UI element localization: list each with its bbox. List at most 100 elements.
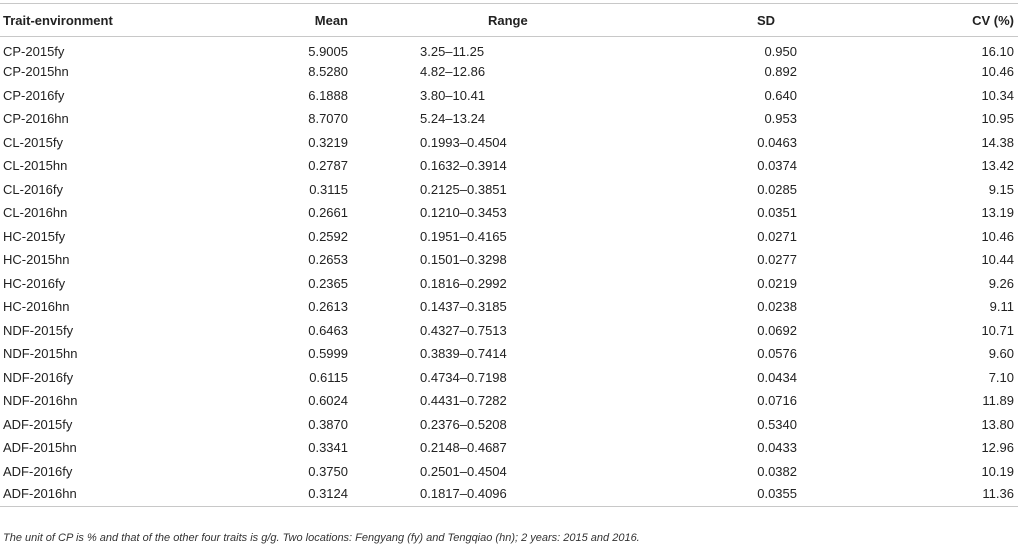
- cell-range: 0.1951–0.4165: [420, 228, 507, 244]
- cell-sd: 0.0434: [757, 369, 797, 385]
- cell-cv: 9.60: [988, 346, 1014, 362]
- table-row: NDF-2016fy 0.6115 0.4734–0.7198 0.0434 7.10: [0, 366, 1018, 390]
- cell-trait: CL-2016fy: [3, 181, 63, 197]
- cell-range: 0.1816–0.2992: [420, 275, 507, 291]
- cell-trait: CP-2016hn: [3, 111, 69, 127]
- cell-trait: CP-2015fy: [3, 44, 65, 59]
- cell-trait: HC-2016hn: [3, 299, 70, 315]
- cell-cv: 10.19: [981, 463, 1014, 479]
- cell-trait: HC-2016fy: [3, 275, 66, 291]
- cell-range: 0.4734–0.7198: [420, 369, 507, 385]
- table-row: ADF-2015hn 0.3341 0.2148–0.4687 0.0433 12.96: [0, 436, 1018, 460]
- table-body: CP-2015fy 5.9005 3.25–11.25 0.950 16.10 CP-20…: [0, 37, 1018, 507]
- table-row: CL-2015hn 0.2787 0.1632–0.3914 0.0374 13.42: [0, 154, 1018, 178]
- cell-sd: 0.0285: [757, 181, 797, 197]
- cell-mean: 0.6115: [309, 369, 348, 385]
- cell-cv: 11.36: [982, 486, 1014, 501]
- table-row: CP-2015fy 5.9005 3.25–11.25 0.950 16.10: [0, 37, 1018, 61]
- cell-trait: NDF-2016hn: [3, 393, 78, 409]
- cell-cv: 13.80: [981, 416, 1014, 432]
- table-row: CL-2016fy 0.3115 0.2125–0.3851 0.0285 9.15: [0, 178, 1018, 202]
- cell-mean: 0.2787: [308, 158, 348, 174]
- cell-mean: 0.2661: [308, 205, 348, 221]
- cell-mean: 0.2592: [308, 228, 348, 244]
- cell-trait: CL-2015fy: [3, 134, 63, 150]
- cell-cv: 7.10: [988, 369, 1014, 385]
- cell-sd: 0.0351: [757, 205, 797, 221]
- cell-cv: 11.89: [982, 393, 1014, 409]
- cell-mean: 0.6463: [308, 322, 348, 338]
- cell-sd: 0.0277: [757, 252, 797, 268]
- table-row: CL-2016hn 0.2661 0.1210–0.3453 0.0351 13.19: [0, 201, 1018, 225]
- cell-cv: 10.71: [981, 322, 1014, 338]
- cell-range: 3.25–11.25: [420, 44, 485, 59]
- cell-trait: CL-2015hn: [3, 158, 68, 174]
- cell-sd: 0.0374: [757, 158, 797, 174]
- cell-mean: 0.2653: [308, 252, 348, 268]
- cell-trait: CL-2016hn: [3, 205, 68, 221]
- cell-trait: CP-2015hn: [3, 64, 69, 80]
- cell-sd: 0.0576: [757, 346, 797, 362]
- cell-cv: 10.46: [981, 64, 1014, 80]
- header-cv: CV (%): [972, 12, 1014, 28]
- table-row: CP-2016hn 8.7070 5.24–13.24 0.953 10.95: [0, 107, 1018, 131]
- cell-cv: 10.95: [981, 111, 1014, 127]
- cell-range: 0.2125–0.3851: [420, 181, 507, 197]
- cell-sd: 0.950: [764, 44, 797, 59]
- cell-range: 0.1437–0.3185: [420, 299, 507, 315]
- cell-mean: 0.3870: [308, 416, 348, 432]
- cell-mean: 0.3124: [308, 486, 348, 501]
- table-header: Trait-environment Mean Range SD CV (%): [0, 3, 1018, 37]
- cell-range: 4.82–12.86: [420, 64, 486, 80]
- header-trait: Trait-environment: [3, 12, 113, 28]
- cell-trait: NDF-2015hn: [3, 346, 78, 362]
- table-row: HC-2015hn 0.2653 0.1501–0.3298 0.0277 10.44: [0, 248, 1018, 272]
- table-row: HC-2015fy 0.2592 0.1951–0.4165 0.0271 10.46: [0, 225, 1018, 249]
- header-range: Range: [488, 12, 528, 28]
- cell-sd: 0.640: [764, 87, 797, 103]
- cell-range: 0.1632–0.3914: [420, 158, 507, 174]
- cell-cv: 13.19: [981, 205, 1014, 221]
- cell-mean: 0.3341: [308, 440, 348, 456]
- cell-trait: NDF-2016fy: [3, 369, 74, 385]
- cell-trait: NDF-2015fy: [3, 322, 74, 338]
- cell-sd: 0.0716: [757, 393, 797, 409]
- cell-sd: 0.0692: [757, 322, 797, 338]
- cell-cv: 16.10: [981, 44, 1014, 59]
- cell-sd: 0.0382: [757, 463, 797, 479]
- cell-sd: 0.5340: [757, 416, 797, 432]
- cell-range: 0.1993–0.4504: [420, 134, 507, 150]
- cell-cv: 9.15: [988, 181, 1014, 197]
- cell-trait: ADF-2016fy: [3, 463, 73, 479]
- cell-cv: 9.26: [988, 275, 1014, 291]
- cell-mean: 0.5999: [308, 346, 348, 362]
- table-footnote: The unit of CP is % and that of the othe…: [3, 532, 640, 544]
- cell-trait: ADF-2015fy: [3, 416, 73, 432]
- header-sd: SD: [756, 12, 775, 28]
- cell-trait: HC-2015fy: [3, 228, 66, 244]
- cell-sd: 0.892: [764, 64, 797, 80]
- cell-trait: ADF-2015hn: [3, 440, 77, 456]
- cell-range: 0.4431–0.7282: [420, 393, 507, 409]
- cell-sd: 0.0238: [757, 299, 797, 315]
- cell-range: 5.24–13.24: [420, 111, 486, 127]
- cell-mean: 8.5280: [308, 64, 348, 80]
- cell-mean: 8.7070: [308, 111, 348, 127]
- table-row: HC-2016fy 0.2365 0.1816–0.2992 0.0219 9.26: [0, 272, 1018, 296]
- table-row: NDF-2016hn 0.6024 0.4431–0.7282 0.0716 11.89: [0, 389, 1018, 413]
- cell-sd: 0.953: [764, 111, 797, 127]
- cell-mean: 0.2365: [308, 275, 348, 291]
- cell-range: 0.3839–0.7414: [420, 346, 507, 362]
- cell-range: 0.1817–0.4096: [420, 486, 507, 501]
- table-row: NDF-2015fy 0.6463 0.4327–0.7513 0.0692 10.71: [0, 319, 1018, 343]
- cell-sd: 0.0463: [757, 134, 797, 150]
- cell-range: 0.2148–0.4687: [420, 440, 507, 456]
- cell-sd: 0.0433: [757, 440, 797, 456]
- cell-range: 0.1501–0.3298: [420, 252, 507, 268]
- cell-range: 0.1210–0.3453: [420, 205, 507, 221]
- trait-statistics-table: Trait-environment Mean Range SD CV (%) C…: [0, 3, 1018, 507]
- cell-cv: 10.46: [981, 228, 1014, 244]
- table-row: HC-2016hn 0.2613 0.1437–0.3185 0.0238 9.11: [0, 295, 1018, 319]
- cell-range: 0.4327–0.7513: [420, 322, 507, 338]
